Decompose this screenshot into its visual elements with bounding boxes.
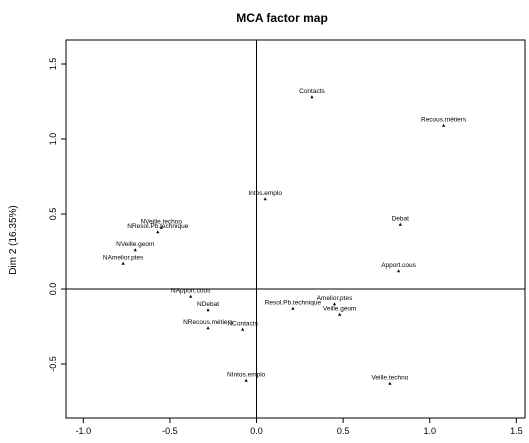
data-point: [159, 225, 163, 229]
x-tick-label: -0.5: [162, 426, 178, 436]
data-point: [398, 222, 402, 226]
data-point: [396, 269, 401, 273]
point-label: Apport.cous: [381, 262, 416, 269]
data-point: [244, 378, 248, 382]
data-point: [156, 230, 160, 234]
point-label: NVeille.techno: [140, 219, 182, 226]
y-axis: -0.5 0.0 0.5 1.0 1.5: [48, 58, 66, 372]
data-point: [310, 95, 314, 99]
x-tick-label: -1.0: [76, 426, 92, 436]
point-label: NDebat: [197, 301, 219, 308]
data-point: [388, 381, 392, 385]
point-label: Resol.Pb.technique: [265, 300, 322, 307]
point-label: Recous.métiers: [421, 117, 467, 124]
point-label: Debat: [392, 216, 410, 223]
data-point: [189, 294, 193, 298]
x-tick-label: 1.5: [510, 426, 523, 436]
point-label: NVeille.geom: [116, 241, 154, 248]
point-label: Veille.geom: [323, 306, 357, 313]
data-point: [206, 308, 210, 312]
y-tick-label: -0.5: [48, 356, 58, 372]
point-label: Veille.techno: [371, 375, 408, 382]
point-label: Contacts: [299, 88, 325, 95]
data-point: [133, 248, 137, 252]
x-tick-label: 0.5: [337, 426, 350, 436]
point-label: NIntos.emplo: [227, 372, 266, 379]
reference-lines: [66, 40, 525, 418]
point-label: NAmelior.ptes: [103, 255, 144, 262]
data-point: [441, 123, 446, 127]
plot-frame: [65, 39, 526, 419]
data-point: [121, 261, 125, 265]
data-point: [332, 302, 337, 306]
data-point: [263, 197, 267, 201]
data-point: [338, 312, 342, 316]
x-tick-label: 1.0: [423, 426, 436, 436]
data-point: [241, 327, 245, 331]
point-label: Amelior.ptes: [317, 295, 354, 302]
data-point: [291, 306, 295, 310]
chart-title: MCA factor map: [236, 11, 328, 25]
y-tick-label: 1.5: [48, 58, 58, 71]
point-label: NResol.Pb.technique: [127, 223, 188, 230]
data-points: Contacts Recous.métiers Intos.emplo Debat NV…: [103, 88, 467, 385]
x-tick-label: 0.0: [250, 426, 263, 436]
y-tick-label: 0.0: [48, 283, 58, 296]
y-tick-label: 0.5: [48, 208, 58, 221]
y-axis-label: Dim 2 (16.35%): [8, 205, 19, 274]
point-label: NRecous.métiers: [183, 319, 234, 326]
point-label: Intos.emplo: [248, 190, 282, 197]
point-label: NApport.cous: [171, 288, 211, 295]
data-point: [206, 326, 210, 330]
y-tick-label: 1.0: [48, 133, 58, 146]
point-label: NContacts: [227, 321, 258, 328]
x-axis: -1.0 -0.5 0.0 0.5 1.0 1.5: [76, 418, 523, 436]
